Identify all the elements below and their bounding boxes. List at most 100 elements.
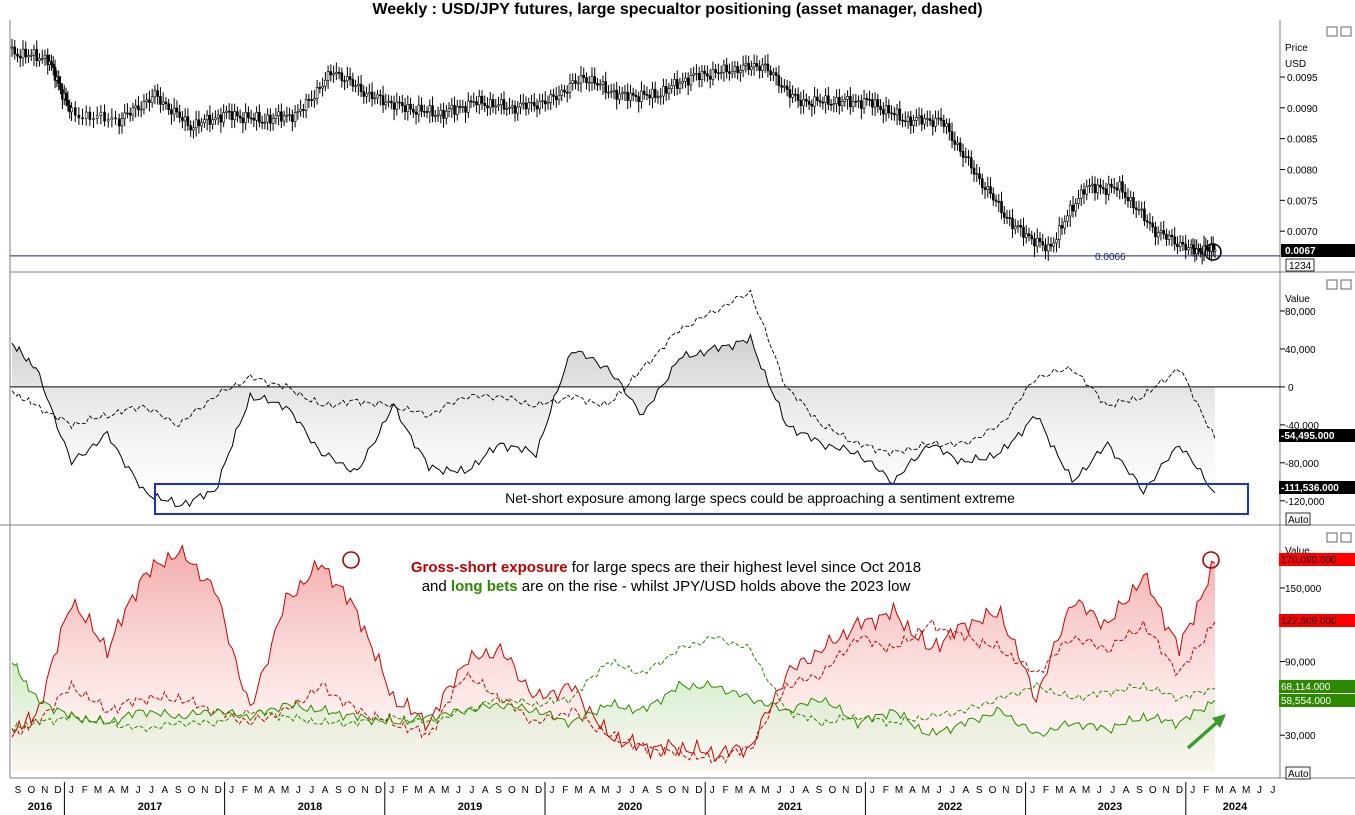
price-candle-body bbox=[214, 117, 217, 121]
price-candle-body bbox=[516, 106, 520, 114]
long-line bbox=[11, 662, 1216, 738]
peak-marker-2024 bbox=[1202, 551, 1220, 569]
price-candle-body bbox=[1129, 197, 1133, 202]
price-candle-body bbox=[915, 117, 918, 121]
month-tick-label: A bbox=[589, 785, 596, 796]
gross-last-value-label: 68,114.000 bbox=[1281, 682, 1331, 693]
price-candle-body bbox=[211, 119, 214, 125]
price-candle-body bbox=[53, 67, 57, 81]
price-candle-body bbox=[1110, 183, 1113, 188]
price-candle-body bbox=[593, 76, 597, 84]
year-label: 2019 bbox=[458, 801, 482, 813]
price-candle-body bbox=[475, 101, 478, 106]
price-candle-body bbox=[761, 64, 764, 71]
month-tick-label: M bbox=[1082, 785, 1090, 796]
price-candle-body bbox=[629, 92, 632, 101]
price-candle-body bbox=[711, 69, 715, 80]
price-candle-body bbox=[43, 54, 47, 59]
price-candle-body bbox=[1143, 208, 1146, 222]
year-label: 2016 bbox=[28, 801, 52, 813]
price-candle-body bbox=[783, 85, 786, 88]
price-candle-body bbox=[543, 100, 547, 105]
month-tick-label: M bbox=[922, 785, 930, 796]
month-tick-label: S bbox=[655, 785, 662, 796]
price-candle-body bbox=[1145, 220, 1149, 223]
gross-short-line bbox=[11, 544, 1216, 763]
price-candle-body bbox=[923, 118, 926, 125]
gross-annotation-line2: and long bets are on the rise - whilst J… bbox=[422, 578, 911, 595]
price-candle-body bbox=[695, 73, 698, 75]
gross-last-value-label: 122,609.000 bbox=[1281, 616, 1337, 627]
month-tick-label: J bbox=[69, 785, 74, 796]
price-candle-body bbox=[1044, 244, 1047, 252]
month-tick-label: A bbox=[749, 785, 756, 796]
month-tick-label: A bbox=[322, 785, 329, 796]
price-candle-body bbox=[302, 109, 305, 111]
price-candle-body bbox=[648, 94, 651, 99]
price-candle-body bbox=[953, 140, 957, 145]
price-candle-body bbox=[1038, 237, 1042, 242]
price-candle-body bbox=[249, 117, 253, 120]
price-tick-label: 0.0095 bbox=[1287, 73, 1318, 84]
price-candle-body bbox=[340, 72, 344, 82]
price-candle-body bbox=[714, 69, 717, 73]
price-candle-body bbox=[846, 96, 849, 100]
price-candle-body bbox=[321, 85, 324, 89]
month-tick-label: J bbox=[1257, 785, 1262, 796]
price-candle-body bbox=[472, 101, 476, 103]
price-candle-body bbox=[117, 118, 121, 127]
price-candle-body bbox=[835, 97, 838, 104]
price-candle-body bbox=[673, 78, 676, 86]
panel-window-icons[interactable] bbox=[1326, 26, 1352, 543]
price-candle-body bbox=[142, 101, 146, 110]
price-candle-body bbox=[807, 100, 811, 105]
net-last-solid-box bbox=[1279, 481, 1355, 494]
price-candle-body bbox=[1159, 230, 1163, 234]
price-candle-body bbox=[458, 106, 462, 108]
price-candle-body bbox=[827, 95, 830, 105]
price-candle-body bbox=[882, 109, 885, 115]
price-candle-body bbox=[131, 107, 135, 116]
price-candle-body bbox=[796, 94, 800, 101]
price-candle-body bbox=[794, 93, 797, 96]
price-candle-body bbox=[805, 98, 808, 102]
price-candle-body bbox=[989, 186, 992, 194]
chart-title: Weekly : USD/JPY futures, large specualt… bbox=[372, 1, 983, 18]
price-candle-body bbox=[601, 81, 605, 85]
price-candle-body bbox=[263, 121, 267, 124]
price-candle-body bbox=[1046, 244, 1050, 252]
price-candle-body bbox=[1134, 207, 1138, 210]
price-candle-body bbox=[750, 66, 753, 70]
price-candle-body bbox=[1090, 183, 1094, 186]
price-candle-body bbox=[181, 117, 184, 122]
price-candle-body bbox=[780, 85, 783, 88]
month-tick-label: M bbox=[1242, 785, 1250, 796]
price-candle-body bbox=[428, 105, 432, 113]
support-label: 0.0066 bbox=[1095, 252, 1126, 263]
price-candle-body bbox=[164, 101, 168, 105]
price-candle-body bbox=[200, 122, 203, 127]
price-candle-body bbox=[703, 70, 706, 75]
price-candle-body bbox=[887, 105, 891, 114]
price-candle-body bbox=[384, 101, 388, 106]
price-candle-body bbox=[29, 54, 33, 57]
price-candle-body bbox=[513, 105, 517, 114]
price-candle-body bbox=[139, 108, 143, 111]
price-candle-body bbox=[560, 89, 564, 96]
month-tick-label: J bbox=[950, 785, 955, 796]
price-candle-body bbox=[1213, 249, 1217, 252]
price-candle-body bbox=[313, 98, 316, 101]
price-candle-body bbox=[631, 92, 635, 96]
price-candle-body bbox=[403, 105, 407, 112]
price-candle-body bbox=[1068, 204, 1072, 217]
month-tick-label: N bbox=[1162, 785, 1169, 796]
price-candle-body bbox=[1024, 233, 1028, 238]
price-candle-body bbox=[469, 100, 473, 103]
month-tick-label: A bbox=[1069, 785, 1076, 796]
price-candle-body bbox=[777, 75, 781, 86]
price-candle-body bbox=[640, 90, 643, 102]
price-candle-body bbox=[1173, 236, 1176, 245]
price-candle-body bbox=[40, 58, 44, 60]
